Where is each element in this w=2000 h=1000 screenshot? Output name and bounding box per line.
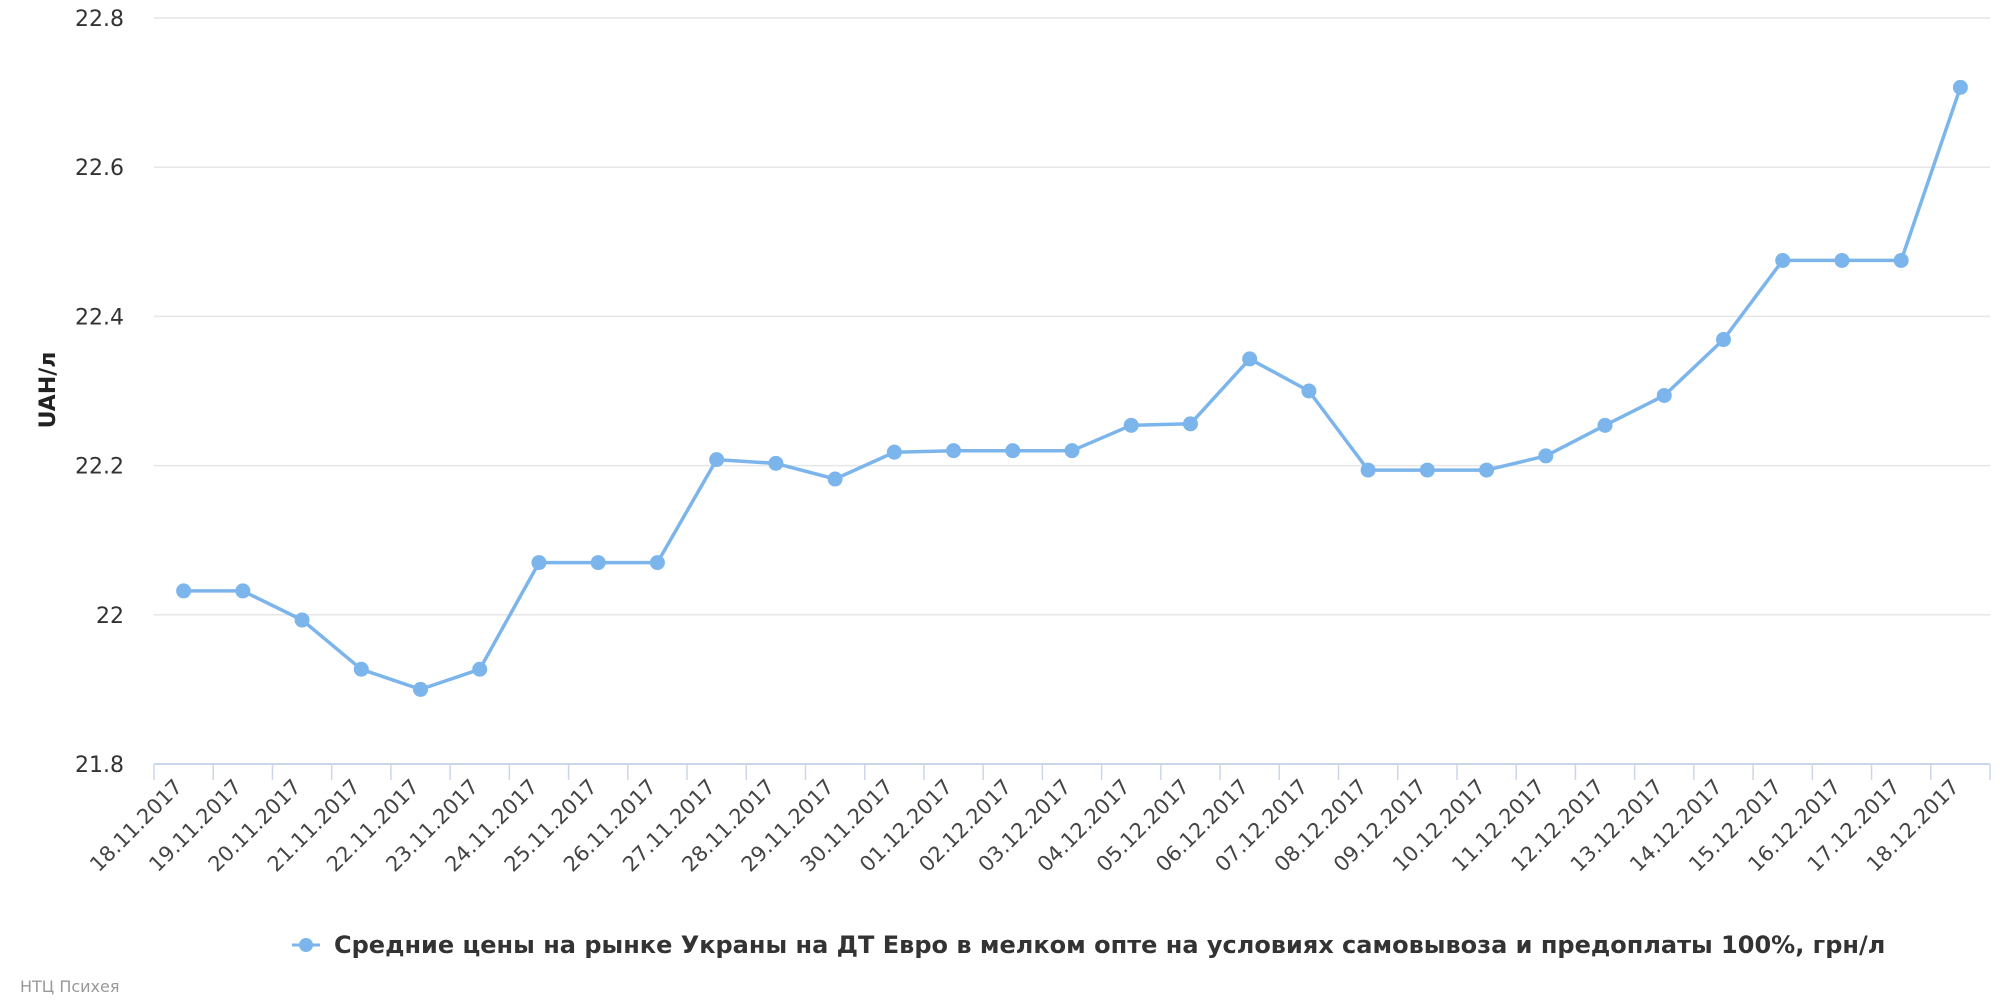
data-point[interactable] [472,661,488,677]
data-point[interactable] [1242,351,1258,367]
y-tick-label: 22.4 [75,305,124,330]
data-point[interactable] [1597,417,1613,433]
data-point[interactable] [1715,332,1731,348]
data-point[interactable] [649,555,665,571]
data-point[interactable] [827,471,843,487]
credits-text[interactable]: НТЦ Психея [20,977,120,996]
data-point[interactable] [1538,448,1554,464]
data-point[interactable] [235,583,251,599]
y-tick-label: 22 [96,604,124,629]
data-point[interactable] [1834,252,1850,268]
data-point[interactable] [1005,443,1021,459]
data-point[interactable] [413,681,429,697]
y-axis-ticks: 21.8 22 22.2 22.4 22.6 22.8 [75,7,124,778]
y-tick-label: 22.8 [75,7,124,32]
data-point[interactable] [1656,387,1672,403]
y-tick-label: 21.8 [75,753,124,778]
x-axis-labels: 18.11.201719.11.201720.11.201721.11.2017… [85,775,1964,877]
y-axis-title: UAH/л [36,352,61,429]
data-point[interactable] [709,452,725,468]
data-point[interactable] [1360,462,1376,478]
x-axis [153,763,1991,780]
series-line [183,86,1963,692]
data-point[interactable] [176,583,192,599]
data-point[interactable] [886,444,902,460]
data-point[interactable] [1064,443,1080,459]
data-point[interactable] [294,612,310,628]
data-point[interactable] [768,455,784,471]
data-point[interactable] [531,555,547,571]
data-point[interactable] [1893,252,1909,268]
legend-marker-symbol [299,938,313,952]
data-point[interactable] [1775,252,1791,268]
data-point[interactable] [946,443,962,459]
legend[interactable]: Средние цены на рынке Украны на ДТ Евро … [292,931,1885,959]
data-point[interactable] [1952,79,1968,95]
grid-lines [154,17,1990,765]
series [176,79,1968,697]
data-point[interactable] [1301,383,1317,399]
data-point[interactable] [1479,462,1495,478]
data-point[interactable] [1419,462,1435,478]
y-tick-label: 22.2 [75,455,124,480]
y-tick-label: 22.6 [75,156,124,181]
data-point[interactable] [590,555,606,571]
data-point[interactable] [1123,417,1139,433]
data-point[interactable] [353,661,369,677]
data-point[interactable] [1182,416,1198,432]
legend-label: Средние цены на рынке Украны на ДТ Евро … [334,931,1885,959]
